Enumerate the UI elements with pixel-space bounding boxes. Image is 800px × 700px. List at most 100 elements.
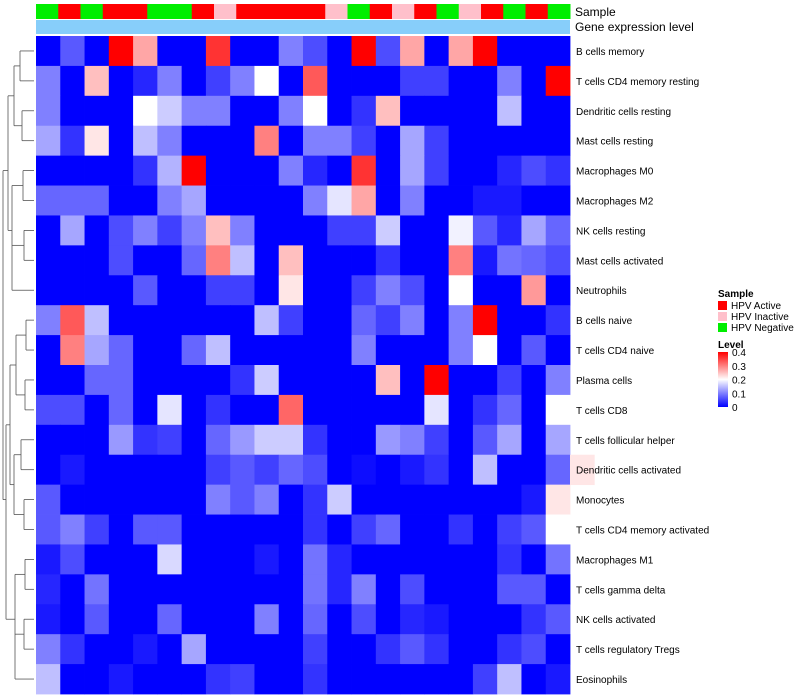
heatmap-cell (278, 544, 304, 575)
heatmap-cell (60, 95, 85, 127)
heatmap-cell (497, 275, 522, 306)
heatmap-cell (472, 275, 498, 306)
heatmap-cell (108, 484, 134, 515)
heatmap-cell (254, 215, 280, 246)
heatmap-cell (424, 185, 450, 216)
heatmap-cell (181, 95, 207, 127)
heatmap-cell (60, 574, 85, 605)
heatmap-cell (205, 305, 231, 336)
sample-track-cell (125, 4, 148, 19)
legend-level-tick: 0.4 (732, 348, 746, 359)
sample-track-cell (369, 4, 393, 19)
heatmap-cell (448, 65, 474, 97)
heatmap-cell (157, 125, 183, 157)
heatmap-cell (60, 634, 85, 665)
heatmap-cell (133, 36, 158, 67)
heatmap-cell (84, 424, 110, 456)
heatmap-cell (84, 454, 110, 486)
heatmap-cell (254, 424, 280, 456)
heatmap-cell (108, 65, 134, 97)
heatmap-cell (545, 484, 571, 515)
heatmap-cell (303, 305, 328, 336)
legend-level-tick: 0 (732, 403, 738, 414)
heatmap-cell (205, 65, 231, 97)
heatmap-cell (303, 365, 328, 396)
heatmap-cell (303, 125, 328, 157)
heatmap-cell (497, 365, 522, 396)
sample-track-cell (503, 4, 526, 19)
heatmap-cell (545, 544, 571, 575)
heatmap-cell (497, 634, 522, 665)
heatmap-cell (303, 95, 328, 127)
heatmap-cell (84, 185, 110, 216)
heatmap-cell (60, 454, 85, 486)
heatmap-cell (497, 394, 522, 426)
heatmap-cell (327, 394, 352, 426)
legend-sample-label: HPV Inactive (731, 312, 789, 323)
heatmap-cell (424, 245, 450, 276)
heatmap-cell (36, 394, 61, 426)
heatmap-cell (181, 394, 207, 426)
heatmap-cell (278, 305, 304, 336)
heatmap-cell (472, 65, 498, 97)
heatmap-cell (36, 95, 61, 127)
heatmap-cell (36, 215, 61, 246)
heatmap-cell (133, 574, 158, 605)
heatmap-cell (545, 514, 571, 545)
heatmap-cell (133, 155, 158, 186)
heatmap-cell (254, 604, 280, 635)
heatmap-cell (84, 275, 110, 306)
heatmap-cell (545, 394, 571, 426)
heatmap-cell (327, 365, 352, 396)
heatmap-cell (181, 484, 207, 515)
heatmap-cell (497, 424, 522, 456)
heatmap-cell (497, 544, 522, 575)
heatmap-cell (181, 335, 207, 366)
heatmap-cell (36, 305, 61, 336)
heatmap-cell (424, 36, 450, 67)
heatmap-cell (327, 215, 352, 246)
heatmap-cell (181, 275, 207, 306)
heatmap-cell (230, 335, 255, 366)
heatmap-cell (36, 604, 61, 635)
sample-track-cell (236, 4, 259, 19)
heatmap-cell (351, 185, 377, 216)
heatmap-cell (84, 394, 110, 426)
heatmap-cell (497, 185, 522, 216)
heatmap-cell (327, 155, 352, 186)
heatmap-cell (278, 125, 304, 157)
heatmap-cell (157, 544, 183, 575)
heatmap-cell (545, 65, 571, 97)
heatmap-cell (205, 514, 231, 545)
heatmap-cell (84, 155, 110, 186)
heatmap-cell (303, 664, 328, 695)
heatmap-cell (254, 65, 280, 97)
heatmap-cell (133, 305, 158, 336)
heatmap-cell (133, 335, 158, 366)
heatmap-cell (424, 484, 450, 515)
row-label: T cells CD4 naive (576, 346, 655, 357)
heatmap-cell (327, 574, 352, 605)
heatmap-cell (108, 95, 134, 127)
sample-track-cell (214, 4, 237, 19)
heatmap-cell (375, 544, 401, 575)
row-label: T cells regulatory Tregs (576, 645, 680, 656)
heatmap-cell (327, 95, 352, 127)
heatmap-cell (303, 36, 328, 67)
heatmap-cell (400, 574, 425, 605)
heatmap-cell (351, 664, 377, 695)
heatmap-cell (375, 65, 401, 97)
heatmap-cell (230, 95, 255, 127)
heatmap-cell (230, 544, 255, 575)
heatmap-cell (60, 65, 85, 97)
heatmap-cell (181, 36, 207, 67)
heatmap-cell (327, 125, 352, 157)
heatmap-cell (230, 155, 255, 186)
heatmap-cell (303, 65, 328, 97)
heatmap-cell (36, 634, 61, 665)
heatmap-cell (36, 365, 61, 396)
heatmap-cell (230, 275, 255, 306)
heatmap-cell (230, 365, 255, 396)
row-label: T cells CD8 (576, 406, 628, 417)
